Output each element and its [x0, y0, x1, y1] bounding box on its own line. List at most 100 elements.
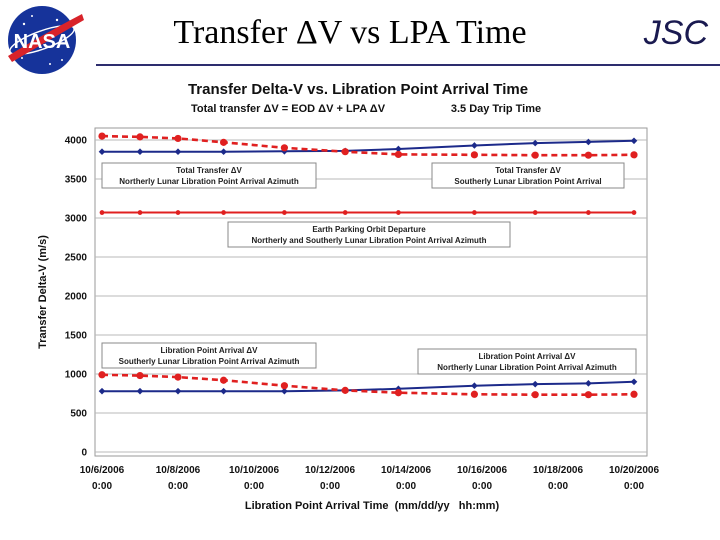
data-point-0: [531, 139, 539, 147]
data-point-2: [99, 210, 105, 215]
y-tick-label: 0: [81, 448, 87, 459]
svg-text:Northerly and Southerly Lunar: Northerly and Southerly Lunar Libration …: [252, 236, 487, 245]
data-point-4: [174, 373, 182, 381]
y-tick-label: 1000: [65, 370, 88, 381]
nasa-logo-text: NASA: [14, 31, 71, 53]
series-1: [98, 132, 638, 159]
data-point-4: [220, 376, 228, 384]
x-tick-date: 10/6/2006: [80, 465, 125, 476]
x-tick-date: 10/18/2006: [533, 465, 583, 476]
svg-text:Northerly Lunar Libration Poin: Northerly Lunar Libration Point Arrival …: [119, 177, 299, 186]
data-point-1: [174, 134, 182, 143]
x-tick-date: 10/8/2006: [156, 465, 201, 476]
data-point-3: [281, 387, 288, 395]
data-point-2: [342, 210, 348, 215]
data-point-1: [394, 150, 402, 159]
annotation-total-north: Total Transfer ΔV Northerly Lunar Librat…: [101, 162, 317, 189]
data-point-3: [471, 382, 478, 389]
chart-title: Transfer Delta-V vs. Libration Point Arr…: [188, 81, 528, 98]
data-point-4: [394, 389, 402, 397]
series-group: [98, 132, 638, 399]
data-point-4: [584, 391, 593, 399]
data-point-0: [98, 148, 106, 155]
data-point-2: [282, 210, 287, 215]
annotation-epo-departure: Earth Parking Orbit Departure Northerly …: [227, 221, 511, 248]
data-point-2: [137, 210, 143, 215]
data-point-4: [136, 371, 144, 380]
data-point-0: [395, 145, 402, 153]
data-point-4: [630, 390, 638, 398]
x-tick-date: 10/10/2006: [229, 465, 279, 476]
y-tick-label: 3000: [65, 214, 88, 225]
annotation-lpa-south: Libration Point Arrival ΔV Southerly Lun…: [101, 342, 317, 369]
y-tick-label: 2000: [65, 292, 88, 303]
org-label: JSC: [643, 14, 708, 52]
data-point-3: [531, 380, 539, 388]
y-tick-label: 4000: [65, 136, 88, 147]
chart-subtitle-trip: 3.5 Day Trip Time: [451, 103, 541, 115]
data-point-1: [531, 151, 539, 159]
series-2: [99, 210, 637, 215]
svg-text:Total Transfer ΔV: Total Transfer ΔV: [495, 166, 561, 175]
svg-text:Total Transfer ΔV: Total Transfer ΔV: [176, 166, 242, 175]
nasa-logo: NASA: [2, 2, 88, 78]
data-point-0: [174, 148, 182, 155]
data-point-2: [586, 210, 591, 215]
data-point-1: [220, 138, 228, 146]
data-point-3: [585, 380, 592, 387]
x-tick-time: 0:00: [624, 481, 644, 492]
y-tick-label: 1500: [65, 331, 88, 342]
data-point-4: [470, 390, 478, 398]
x-tick-date: 10/20/2006: [609, 465, 659, 476]
data-point-4: [531, 391, 539, 399]
data-point-2: [221, 210, 227, 215]
data-point-0: [585, 138, 592, 146]
svg-text:Libration Point Arrival ΔV: Libration Point Arrival ΔV: [160, 346, 258, 355]
svg-text:Earth Parking Orbit Departure: Earth Parking Orbit Departure: [312, 225, 426, 234]
data-point-3: [630, 378, 638, 386]
x-tick-date: 10/14/2006: [381, 465, 431, 476]
x-tick-time: 0:00: [396, 481, 416, 492]
y-tick-labels: 0 500 1000 1500 2000 2500 3000 3500 4000: [65, 136, 88, 459]
y-axis-label: Transfer Delta-V (m/s): [37, 235, 49, 349]
x-axis-label: Libration Point Arrival Time (mm/dd/yy h…: [245, 500, 500, 512]
annotation-total-south: Total Transfer ΔV Southerly Lunar Librat…: [431, 162, 625, 189]
data-point-0: [471, 142, 478, 149]
data-point-0: [630, 137, 638, 145]
x-tick-time: 0:00: [472, 481, 492, 492]
data-point-3: [136, 387, 144, 395]
data-point-3: [98, 387, 106, 395]
data-point-1: [280, 144, 288, 152]
chart: Transfer Delta-V vs. Libration Point Arr…: [37, 81, 660, 512]
data-point-2: [396, 210, 401, 215]
x-tick-date: 10/16/2006: [457, 465, 507, 476]
y-tick-label: 500: [70, 409, 87, 420]
data-point-0: [220, 148, 227, 155]
data-point-2: [631, 210, 637, 215]
x-tick-labels: 10/6/2006 0:00 10/8/2006 0:00 10/10/2006 0:00…: [80, 465, 660, 492]
svg-text:Libration Point Arrival ΔV: Libration Point Arrival ΔV: [478, 352, 576, 361]
data-point-1: [98, 132, 106, 140]
data-point-2: [532, 210, 538, 215]
data-point-0: [136, 148, 144, 155]
data-point-2: [472, 210, 477, 215]
x-tick-time: 0:00: [244, 481, 264, 492]
series-4: [98, 371, 638, 399]
x-tick-date: 10/12/2006: [305, 465, 355, 476]
svg-text:Southerly Lunar Libration Poin: Southerly Lunar Libration Point Arrival …: [119, 357, 300, 366]
data-point-4: [280, 382, 288, 390]
data-point-1: [341, 148, 349, 156]
x-tick-time: 0:00: [168, 481, 188, 492]
svg-text:Southerly Lunar Libration Poin: Southerly Lunar Libration Point Arrival: [454, 177, 601, 186]
data-point-2: [175, 210, 181, 215]
data-point-1: [136, 133, 144, 141]
title-rule: [96, 64, 720, 66]
x-tick-time: 0:00: [320, 481, 340, 492]
data-point-3: [220, 387, 227, 395]
chart-subtitle: Total transfer ΔV = EOD ΔV + LPA ΔV: [191, 103, 386, 115]
slide-title: Transfer ΔV vs LPA Time: [173, 14, 527, 51]
svg-text:Northerly Lunar Libration Poin: Northerly Lunar Libration Point Arrival …: [437, 363, 617, 372]
data-point-1: [470, 151, 478, 159]
annotation-lpa-north: Libration Point Arrival ΔV Northerly Lun…: [417, 348, 637, 375]
data-point-1: [630, 151, 638, 159]
